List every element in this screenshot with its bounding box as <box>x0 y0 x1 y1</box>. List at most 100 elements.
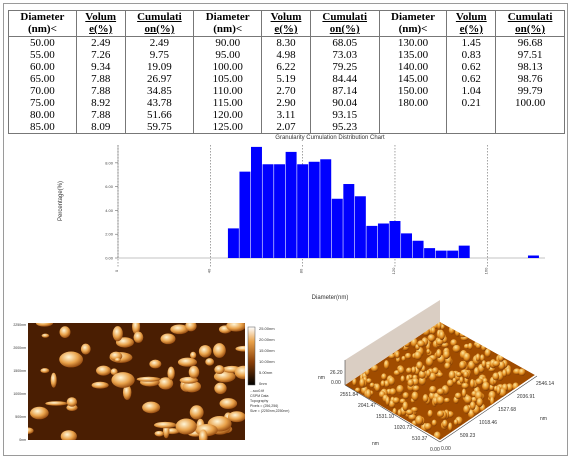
afm-3d-grain <box>401 355 406 362</box>
afm-3d-y-label: 0.00 <box>430 447 440 453</box>
x-tick-label: 120 <box>391 267 396 274</box>
afm-3d-grain <box>492 360 500 367</box>
table-row: 75.00 8.92 43.78 115.00 2.90 90.04 180.00 0.21 1… <box>8 97 565 109</box>
afm-3d-x-label: 2546.14 <box>536 381 554 387</box>
afm-2d-grain <box>40 368 50 374</box>
table-cell: 70.00 <box>8 85 77 97</box>
afm-3d-side <box>345 300 440 385</box>
afm-2d-y-label: 500nm <box>15 415 26 419</box>
afm-3d-y-label: 2041.47 <box>358 403 376 409</box>
afm-3d-grain <box>388 376 395 386</box>
header-text: on(%) <box>329 23 360 35</box>
afm-2d-y-label: 1500nm <box>13 369 26 373</box>
afm-3d-grain <box>492 372 500 381</box>
afm-3d-grain <box>442 419 448 428</box>
bar <box>262 164 274 258</box>
table-cell: 90.00 <box>193 36 263 49</box>
afm-3d-grain <box>506 383 514 392</box>
bar <box>412 240 424 258</box>
z-label: 26.20 <box>330 370 343 376</box>
header-text: Volum <box>270 11 302 23</box>
header-text: Cumulati <box>322 11 368 23</box>
figure-frame <box>3 3 568 456</box>
header-text: (nm)< <box>398 23 428 35</box>
table-cell: 0.21 <box>446 97 497 109</box>
afm-3d-grain <box>461 388 467 398</box>
column-header: Cumulati on(%) <box>309 10 380 37</box>
afm-3d-grain <box>441 342 449 348</box>
afm-3d-grain <box>502 369 507 378</box>
afm-2d-grain <box>50 372 57 388</box>
afm-3d-grain <box>352 377 357 387</box>
afm-3d-grain <box>443 350 450 360</box>
afm-3d-grain <box>374 383 381 392</box>
table-cell: 98.76 <box>495 73 565 85</box>
table-cell: 75.00 <box>8 97 77 109</box>
afm-2d-grain <box>114 357 121 362</box>
afm-3d-grain <box>498 354 504 362</box>
table-cell: 79.25 <box>309 61 380 73</box>
colorbar <box>247 326 256 386</box>
afm-3d-y-axis <box>344 384 441 443</box>
afm-2d-grain <box>28 427 34 434</box>
x-tick-label: 40 <box>206 268 211 273</box>
afm-2d-image <box>28 323 245 440</box>
afm-3d-grain <box>436 348 442 359</box>
x-axis-label: Diameter(nm) <box>312 295 349 301</box>
colorbar-label: 15.00nm <box>259 348 275 353</box>
colorbar-label: 20.00nm <box>259 337 275 342</box>
table-cell: 9.75 <box>124 49 195 61</box>
afm-3d-grain <box>459 376 464 384</box>
afm-2d-grain <box>170 324 189 335</box>
afm-3d-x-label: 0.00 <box>441 446 451 452</box>
table-cell <box>495 109 565 121</box>
bar <box>274 164 286 258</box>
afm-2d-grain <box>35 323 54 327</box>
table-cell: 7.26 <box>75 49 126 61</box>
afm-3d-grain <box>404 352 412 360</box>
afm-3d-grain <box>418 370 426 379</box>
afm-3d-grain <box>369 382 375 388</box>
afm-3d-x-label: 1527.68 <box>498 407 516 413</box>
afm-3d-grain <box>448 422 453 432</box>
table-cell: 120.00 <box>193 109 263 121</box>
bar <box>308 161 320 258</box>
afm-3d-grain <box>426 348 431 355</box>
header-text: Volum <box>455 11 487 23</box>
table-cell: 130.00 <box>378 36 448 49</box>
table-cell: 110.00 <box>193 85 263 97</box>
afm-3d-grain <box>450 339 458 347</box>
afm-3d-grain <box>380 380 386 388</box>
afm-3d-grain <box>396 385 404 394</box>
afm-2d-grain <box>235 345 245 352</box>
afm-3d-grain <box>448 326 455 335</box>
afm-3d-grain <box>425 356 434 367</box>
afm-3d-grain <box>455 327 461 337</box>
afm-3d-grain <box>498 388 507 398</box>
table-cell: 50.00 <box>8 36 77 49</box>
afm-2d-grain <box>91 381 109 389</box>
image-info: Size = (2250nm,2250nm) <box>250 409 289 413</box>
y-tick-label: 4.00 <box>105 208 114 213</box>
table-row: 55.00 7.26 9.75 95.00 4.98 73.03 135.00 0.83 97.… <box>8 49 565 61</box>
afm-3d-y-label: 1531.10 <box>376 414 394 420</box>
afm-3d-grain <box>482 381 490 392</box>
afm-3d-grain <box>461 382 469 389</box>
afm-2d-grain <box>214 365 225 375</box>
afm-3d-grain <box>473 367 480 377</box>
afm-2d-grain <box>59 326 71 339</box>
afm-3d-grain <box>389 388 397 396</box>
table-cell: 84.44 <box>309 73 380 85</box>
afm-2d-grain <box>198 345 212 358</box>
column-header: Diameter (nm)< <box>8 10 77 37</box>
afm-3d-grain <box>484 348 491 358</box>
afm-3d-grain <box>385 396 390 406</box>
image-info: CSPM Data <box>250 394 269 398</box>
afm-2d-grain <box>60 430 77 440</box>
afm-2d-grain <box>188 365 200 379</box>
header-text: e(%) <box>459 23 483 35</box>
afm-2d-grain <box>154 430 165 437</box>
afm-2d-y-label: 1000nm <box>13 392 26 396</box>
afm-3d-grain <box>412 385 420 392</box>
